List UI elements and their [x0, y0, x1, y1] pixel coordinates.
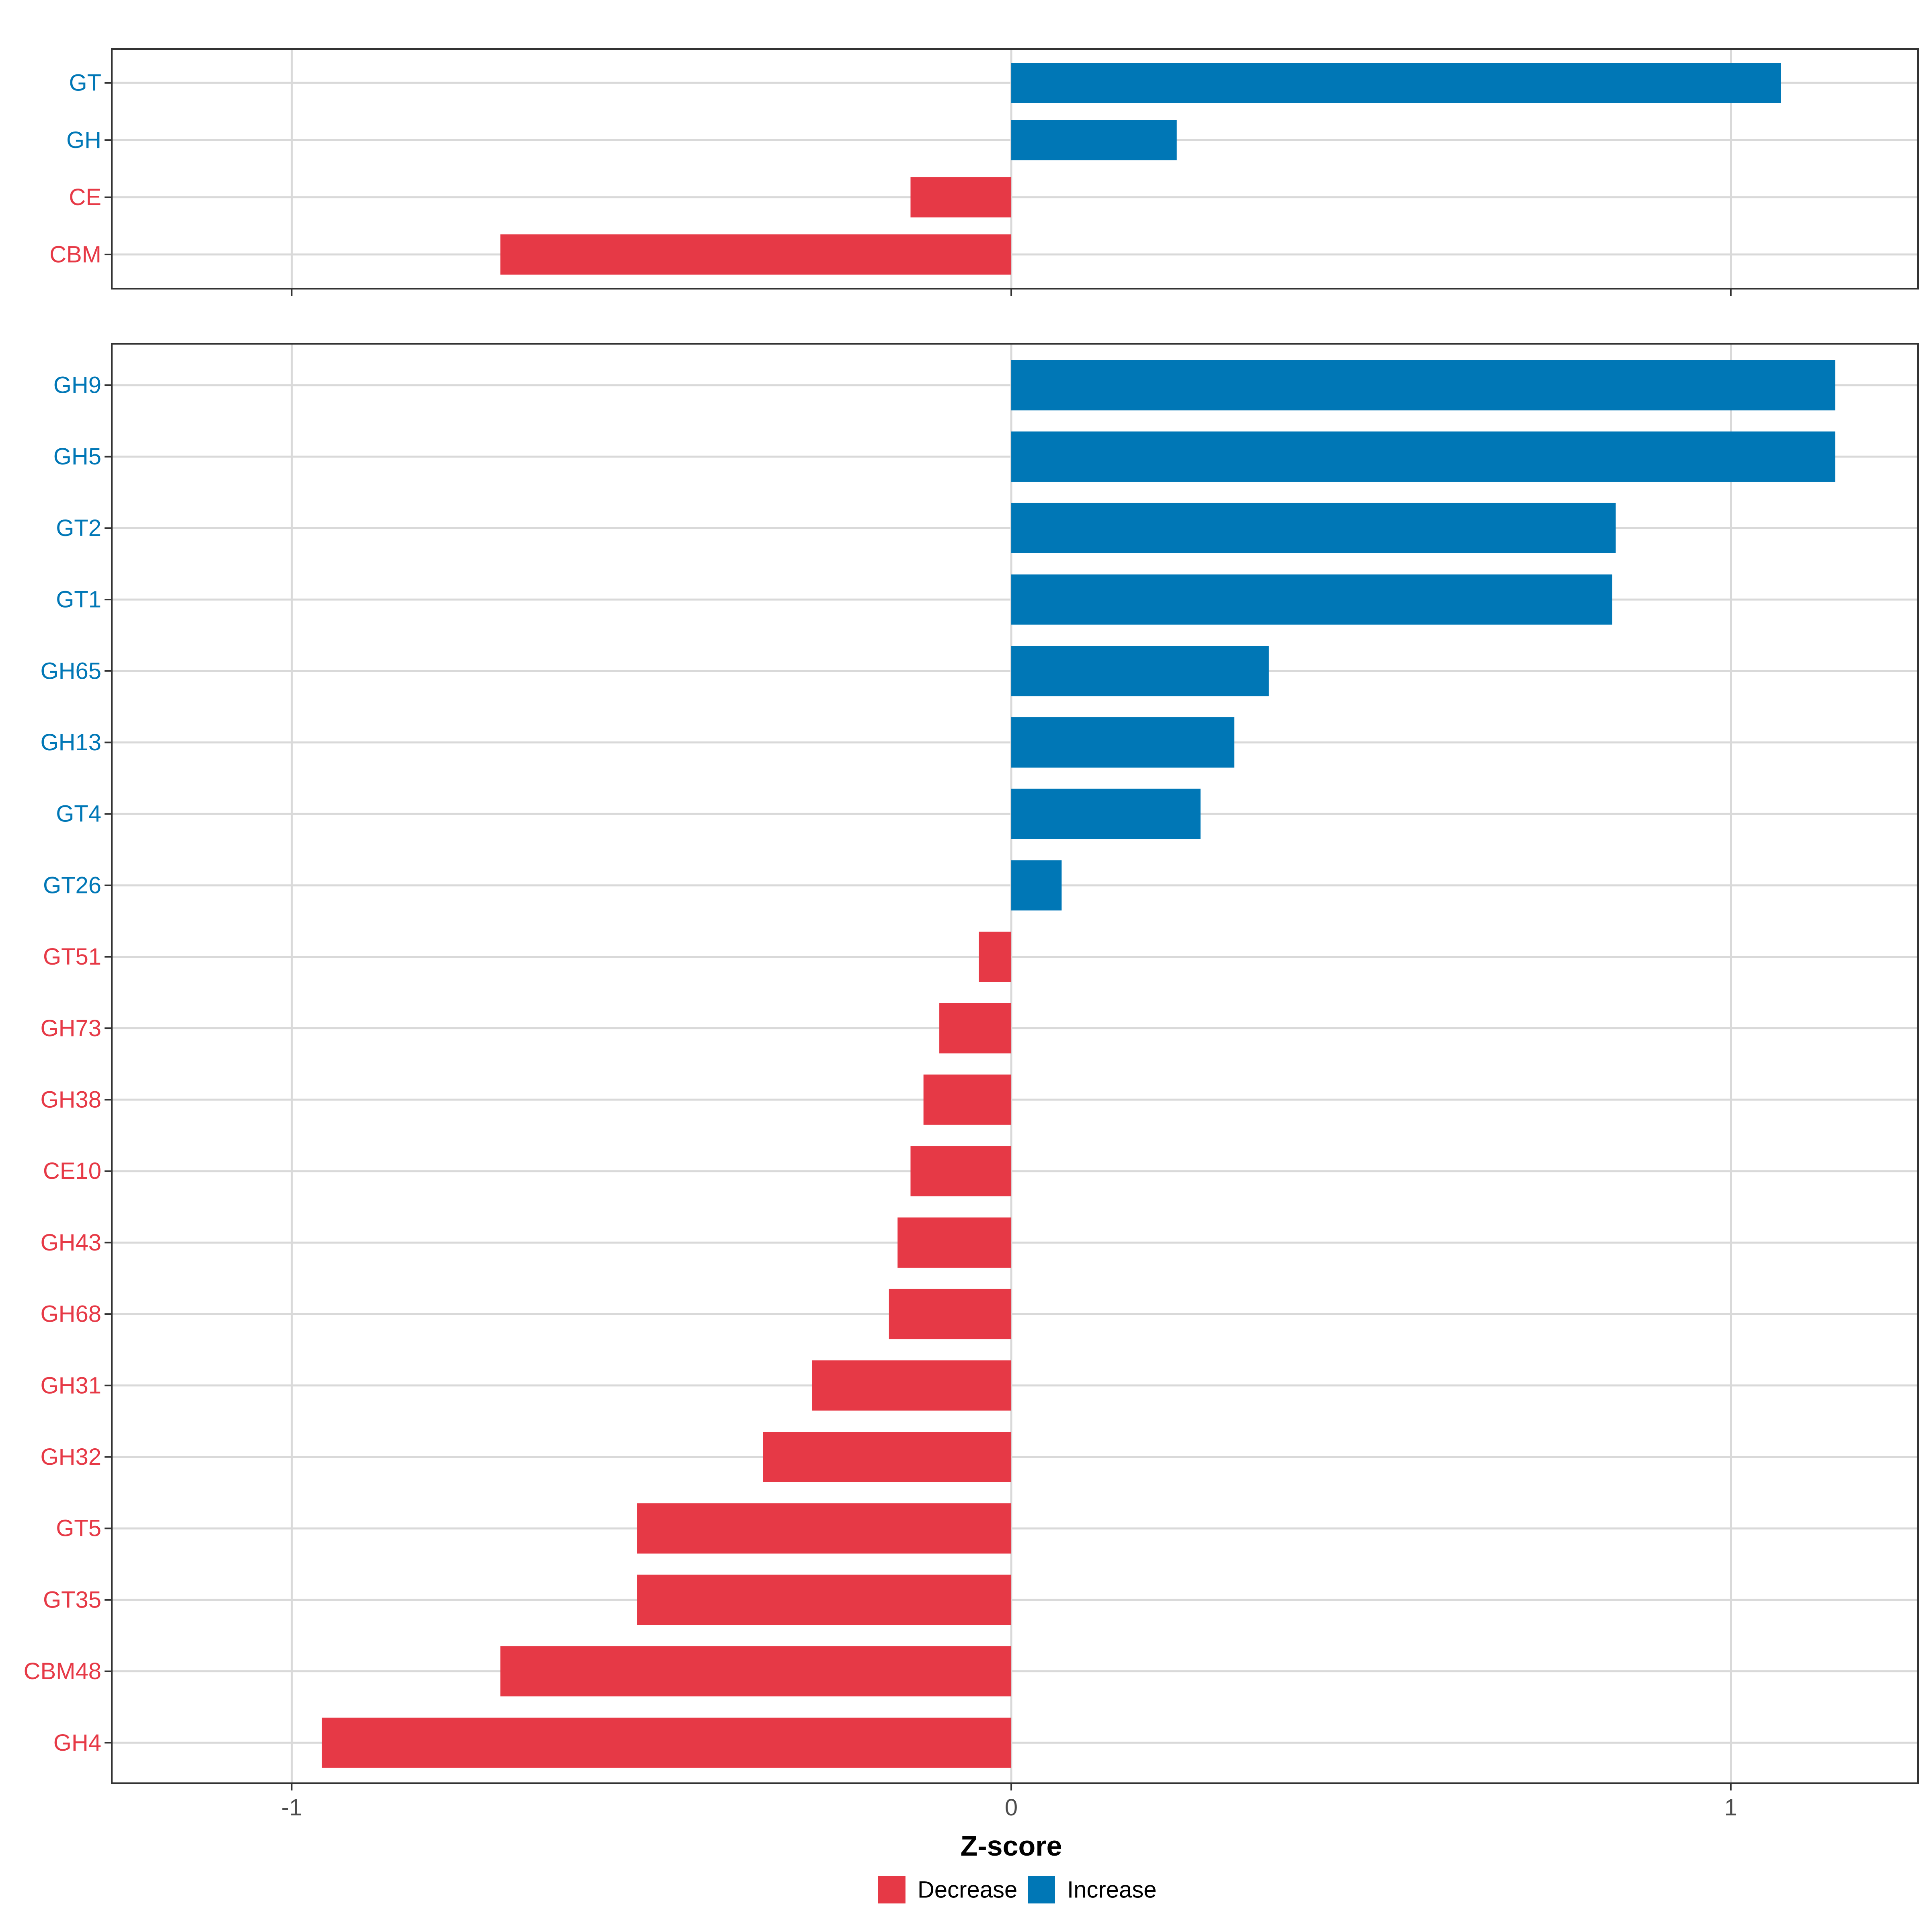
bottom-category-label-gt1: GT1	[56, 587, 101, 613]
bottom-bar-gt1	[1011, 574, 1612, 625]
bottom-category-label-gh38: GH38	[40, 1087, 101, 1113]
x-tick-label: 1	[1725, 1794, 1737, 1821]
top-bar-cbm	[500, 234, 1012, 275]
bottom-category-label-gh32: GH32	[40, 1444, 101, 1470]
bottom-bar-gt35	[637, 1575, 1012, 1625]
x-axis-title: Z-score	[961, 1830, 1062, 1862]
legend-label-decrease: Decrease	[918, 1877, 1017, 1903]
bottom-category-label-cbm48: CBM48	[24, 1658, 101, 1684]
bottom-category-label-ce10: CE10	[43, 1158, 101, 1184]
bottom-category-label-gh65: GH65	[40, 658, 101, 684]
bottom-bar-gh5	[1011, 431, 1836, 482]
bottom-bar-gt4	[1011, 788, 1201, 839]
bottom-category-label-gt2: GT2	[56, 515, 101, 541]
bottom-bar-gh65	[1011, 646, 1269, 696]
bottom-bar-gh32	[763, 1432, 1012, 1482]
bottom-bar-gh13	[1011, 717, 1234, 768]
bottom-category-label-gt35: GT35	[43, 1587, 101, 1613]
bottom-category-label-gh4: GH4	[53, 1730, 101, 1756]
bottom-bar-gh68	[889, 1289, 1012, 1339]
bottom-bar-cbm48	[500, 1646, 1012, 1697]
top-bar-gt	[1011, 63, 1781, 103]
top-bar-ce	[910, 177, 1012, 218]
bottom-bar-gh38	[923, 1074, 1012, 1125]
top-panel-frame	[111, 48, 1919, 289]
bottom-category-label-gt26: GT26	[43, 872, 101, 898]
legend-label-increase: Increase	[1067, 1877, 1156, 1903]
bottom-bar-ce10	[910, 1146, 1012, 1197]
bottom-bar-gt26	[1011, 860, 1062, 911]
top-category-label-gh: GH	[66, 127, 101, 153]
legend-swatch-decrease	[878, 1876, 905, 1903]
bottom-category-label-gh9: GH9	[53, 372, 101, 398]
bottom-category-label-gt4: GT4	[56, 801, 101, 827]
bottom-bar-gt5	[637, 1503, 1012, 1554]
bottom-category-label-gh73: GH73	[40, 1015, 101, 1041]
top-bar-gh	[1011, 120, 1177, 160]
top-category-label-cbm: CBM	[49, 241, 101, 267]
bottom-bar-gh9	[1011, 360, 1836, 411]
bottom-category-label-gh5: GH5	[53, 443, 101, 470]
bottom-bar-gh4	[322, 1717, 1012, 1768]
x-tick-label: 0	[1005, 1794, 1018, 1821]
bottom-category-label-gt51: GT51	[43, 944, 101, 970]
legend-swatch-increase	[1028, 1876, 1055, 1903]
bottom-category-label-gh68: GH68	[40, 1301, 101, 1327]
bottom-category-label-gt5: GT5	[56, 1515, 101, 1542]
bottom-category-label-gh13: GH13	[40, 729, 101, 756]
bottom-category-label-gh31: GH31	[40, 1372, 101, 1398]
bottom-bar-gh43	[897, 1217, 1012, 1268]
bottom-bar-gt51	[979, 932, 1012, 982]
top-category-label-ce: CE	[69, 184, 101, 210]
bottom-category-label-gh43: GH43	[40, 1230, 101, 1256]
bottom-bar-gh73	[939, 1003, 1012, 1053]
x-tick-label: -1	[281, 1794, 302, 1821]
top-category-label-gt: GT	[69, 70, 101, 96]
bottom-bar-gh31	[812, 1360, 1012, 1411]
bottom-bar-gt2	[1011, 503, 1616, 553]
bottom-panel-frame	[111, 343, 1919, 1784]
